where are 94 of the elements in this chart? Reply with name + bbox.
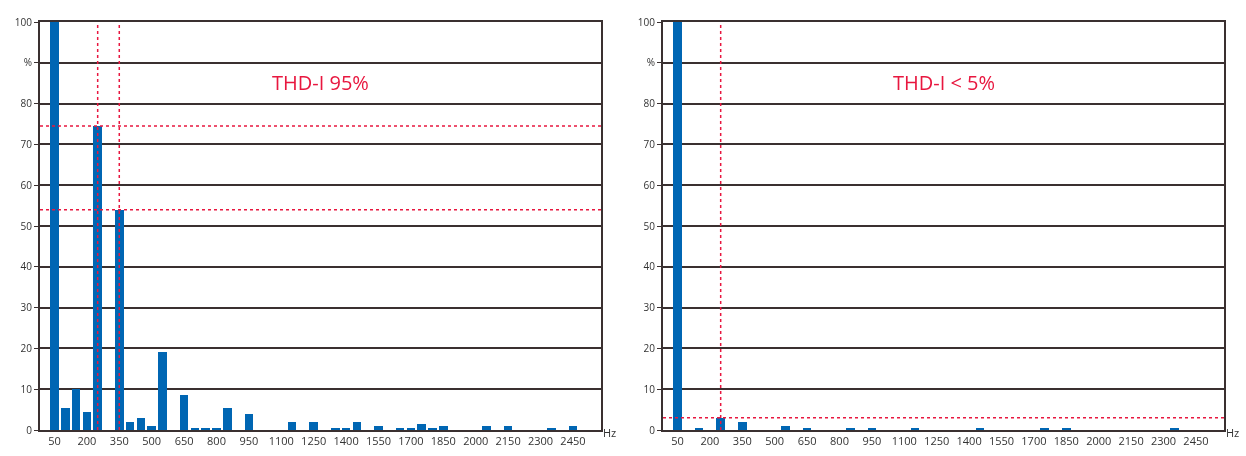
x-tick-label: 2150 bbox=[495, 433, 521, 449]
x-tick-label: 500 bbox=[142, 433, 162, 449]
bar bbox=[222, 407, 232, 430]
y-tick-label: 100 bbox=[14, 14, 33, 29]
y-tick-label: % bbox=[23, 55, 32, 70]
x-tick-label: 650 bbox=[174, 433, 194, 449]
y-tick-label: 60 bbox=[643, 177, 656, 192]
bar bbox=[503, 425, 513, 430]
bar bbox=[352, 421, 362, 430]
x-tick-label: 1700 bbox=[398, 433, 424, 449]
x-tick-label: 1100 bbox=[268, 433, 294, 449]
bar bbox=[158, 352, 167, 430]
x-tick-label: 2000 bbox=[463, 433, 489, 449]
bar bbox=[428, 427, 437, 430]
y-tick-label: 70 bbox=[643, 136, 656, 151]
bar bbox=[417, 423, 427, 430]
x-tick-label: 1700 bbox=[1021, 433, 1047, 449]
x-tick-label: 1550 bbox=[365, 433, 392, 449]
x-tick-label: 50 bbox=[48, 433, 61, 449]
bar bbox=[374, 425, 383, 430]
y-tick-label: 80 bbox=[20, 96, 33, 111]
bar bbox=[201, 427, 211, 430]
y-tick-label: % bbox=[646, 55, 655, 70]
x-tick-label: 2000 bbox=[1086, 433, 1112, 449]
bar bbox=[114, 209, 124, 430]
y-tick-label: 60 bbox=[20, 177, 33, 192]
y-tick-label: 40 bbox=[643, 259, 656, 274]
y-tick-label: 80 bbox=[643, 96, 656, 111]
x-tick-label: 950 bbox=[862, 433, 882, 449]
bar bbox=[82, 411, 92, 430]
x-tick-label: 650 bbox=[797, 433, 817, 449]
bar bbox=[568, 425, 578, 430]
x-tick-label: 1850 bbox=[1053, 433, 1079, 449]
bar bbox=[781, 425, 790, 430]
y-tick-label: 70 bbox=[20, 136, 33, 151]
x-tick-label: 350 bbox=[109, 433, 129, 449]
x-tick-label: 1400 bbox=[333, 433, 359, 449]
x-axis-title: Hz bbox=[1226, 425, 1240, 440]
x-tick-label: 1400 bbox=[956, 433, 982, 449]
x-tick-label: 350 bbox=[732, 433, 752, 449]
x-tick-label: 800 bbox=[830, 433, 849, 449]
x-tick-label: 1550 bbox=[988, 433, 1015, 449]
y-tick-label: 0 bbox=[26, 422, 33, 437]
y-tick-label: 0 bbox=[649, 422, 656, 437]
bar bbox=[125, 421, 135, 430]
bar bbox=[673, 22, 682, 430]
x-tick-label: 2150 bbox=[1118, 433, 1144, 449]
y-tick-label: 50 bbox=[20, 218, 33, 233]
bar bbox=[1061, 427, 1071, 430]
x-tick-label: 200 bbox=[77, 433, 97, 449]
x-tick-label: 500 bbox=[765, 433, 785, 449]
bar bbox=[737, 421, 747, 430]
y-tick-label: 100 bbox=[637, 14, 656, 29]
bar bbox=[1040, 427, 1050, 430]
bar bbox=[60, 407, 70, 430]
y-tick-label: 10 bbox=[643, 381, 656, 396]
annotation: THD-I < 5% bbox=[893, 69, 996, 96]
bar bbox=[212, 427, 221, 430]
bar bbox=[147, 425, 156, 430]
x-tick-label: 1250 bbox=[301, 433, 327, 449]
bar bbox=[482, 425, 491, 430]
x-tick-label: 2450 bbox=[1183, 433, 1209, 449]
bar bbox=[244, 413, 254, 430]
bar bbox=[330, 427, 340, 430]
y-tick-label: 20 bbox=[20, 340, 33, 355]
x-axis-title: Hz bbox=[603, 425, 617, 440]
x-tick-label: 200 bbox=[700, 433, 720, 449]
bar bbox=[179, 395, 189, 430]
bar bbox=[547, 427, 556, 430]
x-tick-label: 950 bbox=[239, 433, 259, 449]
y-tick-label: 40 bbox=[20, 259, 33, 274]
x-tick-label: 800 bbox=[207, 433, 226, 449]
x-tick-label: 2450 bbox=[560, 433, 586, 449]
y-tick-label: 50 bbox=[643, 218, 656, 233]
bar bbox=[438, 425, 448, 430]
y-tick-label: 20 bbox=[643, 340, 656, 355]
y-tick-label: 10 bbox=[20, 381, 33, 396]
bar bbox=[1170, 427, 1179, 430]
x-tick-label: 50 bbox=[671, 433, 684, 449]
bar bbox=[50, 22, 59, 430]
annotation: THD-I 95% bbox=[272, 69, 369, 96]
x-tick-label: 1250 bbox=[924, 433, 950, 449]
bar bbox=[309, 421, 319, 430]
bar bbox=[136, 417, 146, 430]
bar bbox=[845, 427, 855, 430]
bar bbox=[71, 389, 81, 430]
y-tick-label: 30 bbox=[20, 300, 33, 315]
bar bbox=[93, 126, 102, 430]
x-tick-label: 2300 bbox=[1150, 433, 1177, 449]
bar bbox=[287, 421, 297, 430]
y-tick-label: 30 bbox=[643, 300, 656, 315]
x-tick-label: 2300 bbox=[527, 433, 554, 449]
x-tick-label: 1850 bbox=[430, 433, 456, 449]
x-tick-label: 1100 bbox=[891, 433, 917, 449]
